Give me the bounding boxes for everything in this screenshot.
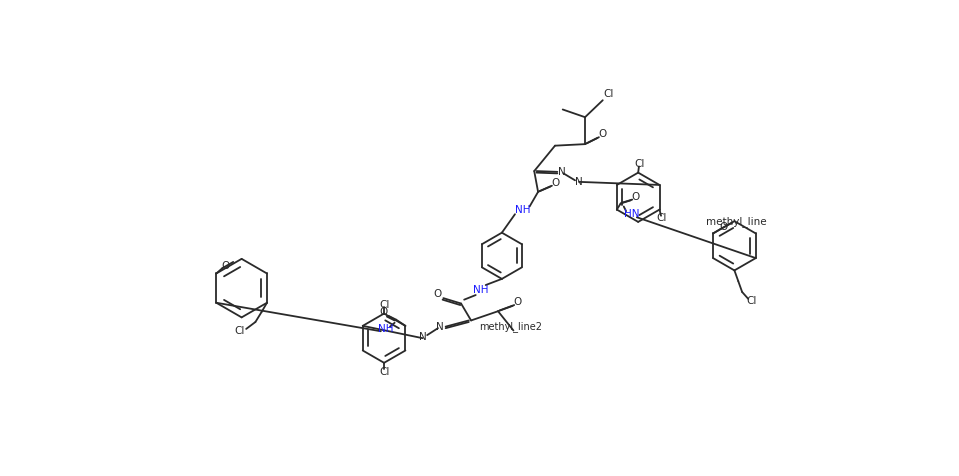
Text: O: O <box>598 129 607 139</box>
Text: N: N <box>435 322 443 332</box>
Text: NH: NH <box>378 324 393 334</box>
Text: Cl: Cl <box>235 326 246 336</box>
Text: Cl: Cl <box>746 296 757 306</box>
Text: N: N <box>558 167 566 177</box>
Text: N: N <box>419 332 427 342</box>
Text: Cl: Cl <box>379 367 389 377</box>
Text: NH: NH <box>474 286 489 296</box>
Text: Cl: Cl <box>380 300 390 310</box>
Text: O: O <box>720 222 728 232</box>
Text: O: O <box>513 297 522 307</box>
Text: Cl: Cl <box>657 213 667 223</box>
Text: N: N <box>575 177 583 187</box>
Text: O: O <box>379 307 387 317</box>
Text: O: O <box>551 178 560 188</box>
Text: Cl: Cl <box>635 159 644 169</box>
Text: methyl_line2: methyl_line2 <box>480 321 543 332</box>
Text: methyl_line: methyl_line <box>706 216 766 227</box>
Text: O: O <box>222 261 229 271</box>
Text: O: O <box>433 289 441 299</box>
Text: HN: HN <box>623 209 640 219</box>
Text: NH: NH <box>515 205 530 215</box>
Text: Cl: Cl <box>604 89 614 99</box>
Text: O: O <box>631 192 640 202</box>
